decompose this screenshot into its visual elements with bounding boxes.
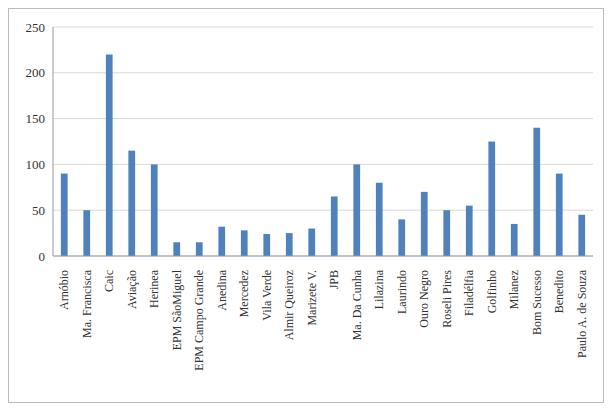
svg-text:Milanez: Milanez [507,270,521,309]
svg-text:Golfinho: Golfinho [485,270,499,313]
svg-text:Benedito: Benedito [552,270,566,313]
svg-text:Arnóbio: Arnóbio [57,270,71,310]
svg-text:100: 100 [26,157,46,172]
svg-text:EPM Campo Grande: EPM Campo Grande [192,270,206,371]
svg-text:EPM SãoMiguel: EPM SãoMiguel [170,269,184,350]
svg-text:200: 200 [26,65,46,80]
svg-text:Roseli Pires: Roseli Pires [440,270,454,328]
svg-text:Ma. Da Cunha: Ma. Da Cunha [350,269,364,340]
svg-text:150: 150 [26,111,46,126]
svg-text:Mercedez: Mercedez [237,270,251,317]
svg-text:Laurindo: Laurindo [395,270,409,314]
svg-text:Caic: Caic [102,270,116,292]
svg-text:250: 250 [26,20,46,35]
svg-text:Lilazina: Lilazina [372,269,386,309]
svg-text:Ouro Negro: Ouro Negro [417,270,431,328]
svg-text:Herinea: Herinea [147,269,161,308]
svg-text:Vila Verde: Vila Verde [260,270,274,321]
svg-text:0: 0 [39,249,46,264]
svg-text:Marizete V.: Marizete V. [305,270,319,326]
svg-text:Filadélfia: Filadélfia [462,269,476,316]
svg-text:Almir Queiroz: Almir Queiroz [282,270,296,340]
svg-text:Bom Sucesso: Bom Sucesso [530,270,544,335]
svg-text:Anedina: Anedina [215,269,229,310]
svg-text:JPB: JPB [327,270,341,289]
svg-text:Aviação: Aviação [125,270,139,309]
svg-text:Ma. Francisca: Ma. Francisca [80,269,94,338]
svg-text:50: 50 [32,203,45,218]
svg-text:Paulo A. de Souza: Paulo A. de Souza [575,269,589,358]
